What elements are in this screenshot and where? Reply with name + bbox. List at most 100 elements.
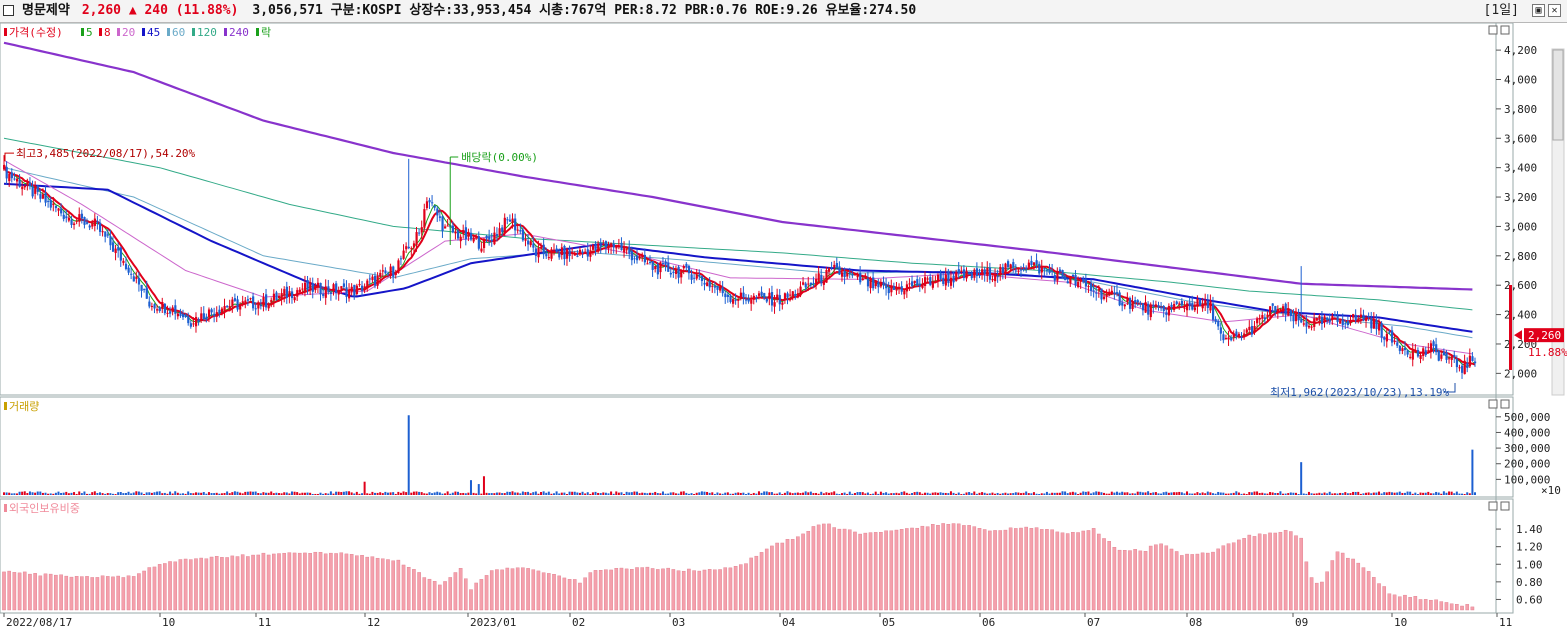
price-maximize-icon[interactable] xyxy=(1488,25,1498,35)
foreign-close-icon[interactable] xyxy=(1500,501,1510,511)
scrollbar-thumb[interactable] xyxy=(1552,49,1564,141)
volume-bar xyxy=(947,493,950,495)
price-close-icon[interactable] xyxy=(1500,25,1510,35)
volume-bar xyxy=(786,491,789,495)
candle-body xyxy=(591,245,595,250)
foreign-bar xyxy=(1117,549,1122,611)
candle-body xyxy=(602,243,605,246)
candle-body xyxy=(459,236,462,242)
foreign-bar xyxy=(137,573,141,611)
foreign-bar xyxy=(536,570,541,611)
restore-button[interactable]: ▣ xyxy=(1532,4,1545,17)
period-selector[interactable]: [1일] xyxy=(1483,3,1519,18)
volume-bar xyxy=(636,491,639,495)
volume-bar xyxy=(158,491,161,495)
candle-body xyxy=(293,297,296,301)
candle-body xyxy=(975,268,979,277)
foreign-maximize-icon[interactable] xyxy=(1488,501,1498,511)
y-tick-label: 4,200 xyxy=(1504,44,1537,57)
volume-bar xyxy=(553,493,556,495)
volume-bar xyxy=(57,491,60,495)
volume-close-icon[interactable] xyxy=(1500,399,1510,409)
foreign-bar xyxy=(1382,586,1386,611)
candle-body xyxy=(1279,308,1282,311)
candle-body xyxy=(719,286,722,291)
foreign-bar xyxy=(1013,528,1018,611)
candle-body xyxy=(643,254,647,263)
foreign-bar xyxy=(1019,527,1023,611)
volume-bar xyxy=(1370,493,1373,495)
volume-bar xyxy=(1302,493,1305,495)
vertical-scrollbar[interactable] xyxy=(1551,48,1565,396)
volume-bar xyxy=(1082,491,1085,495)
volume-bar xyxy=(783,492,786,495)
candle-body xyxy=(866,278,870,287)
ma8-line xyxy=(3,164,1476,366)
volume-bar xyxy=(828,492,831,495)
volume-bar xyxy=(885,492,888,495)
foreign-bar xyxy=(1148,545,1153,611)
volume-bar xyxy=(472,492,475,495)
volume-bar xyxy=(127,491,130,495)
foreign-bar xyxy=(12,572,17,611)
volume-bar xyxy=(1105,493,1108,495)
volume-bar xyxy=(353,493,356,495)
candle-body xyxy=(361,285,364,291)
candle-body xyxy=(514,218,517,231)
candle-body xyxy=(970,273,973,279)
foreign-bar xyxy=(1091,528,1096,611)
volume-bar xyxy=(397,491,400,495)
volume-bar xyxy=(1173,492,1176,495)
candle-body xyxy=(174,305,177,314)
foreign-bar xyxy=(692,570,696,611)
select-checkbox[interactable] xyxy=(3,5,14,16)
candle-body xyxy=(1188,302,1191,306)
volume-bar xyxy=(441,493,444,495)
volume-bar xyxy=(643,492,646,495)
volume-bar xyxy=(34,492,37,495)
candle-body xyxy=(1175,301,1178,304)
candle-body xyxy=(1019,269,1023,271)
candle-body xyxy=(1224,337,1228,339)
foreign-bar xyxy=(547,573,551,611)
candle-body xyxy=(1336,315,1339,323)
candle-body xyxy=(1435,344,1438,353)
candle-body xyxy=(1349,319,1352,324)
candle-body xyxy=(1367,316,1370,318)
candle-body xyxy=(1287,309,1290,316)
volume-bar xyxy=(602,492,605,495)
candle-body xyxy=(703,282,706,285)
candle-body xyxy=(799,286,802,296)
foreign-bar xyxy=(1439,601,1444,611)
candle-body xyxy=(887,288,890,294)
candle-body xyxy=(617,245,621,247)
volume-bar xyxy=(1383,492,1386,495)
close-button[interactable]: ✕ xyxy=(1548,4,1561,17)
volume-bar xyxy=(363,481,366,495)
foreign-bar xyxy=(562,577,567,611)
volume-maximize-icon[interactable] xyxy=(1488,399,1498,409)
volume-bar xyxy=(459,493,462,495)
low-annotation: 최저1,962(2023/10/23),13.19% xyxy=(1270,386,1450,399)
candle-body xyxy=(140,284,143,291)
candle-body xyxy=(267,305,270,309)
foreign-bar xyxy=(640,567,645,611)
volume-bar xyxy=(911,493,914,495)
candle-body xyxy=(1385,334,1388,342)
foreign-bar xyxy=(847,529,852,611)
volume-bar xyxy=(1186,491,1189,495)
volume-bar xyxy=(1297,494,1300,495)
candle-body xyxy=(464,227,467,240)
foreign-bar xyxy=(484,575,489,611)
volume-bar xyxy=(1084,491,1087,495)
volume-bar xyxy=(1263,493,1266,495)
candle-body xyxy=(1375,319,1378,330)
foreign-bar xyxy=(531,569,536,611)
volume-bar xyxy=(713,493,716,495)
volume-bar xyxy=(965,492,968,495)
foreign-bar xyxy=(334,553,338,611)
volume-bar xyxy=(690,493,693,495)
volume-bar xyxy=(249,491,252,495)
candle-body xyxy=(283,289,286,296)
volume-bar xyxy=(999,493,1002,495)
